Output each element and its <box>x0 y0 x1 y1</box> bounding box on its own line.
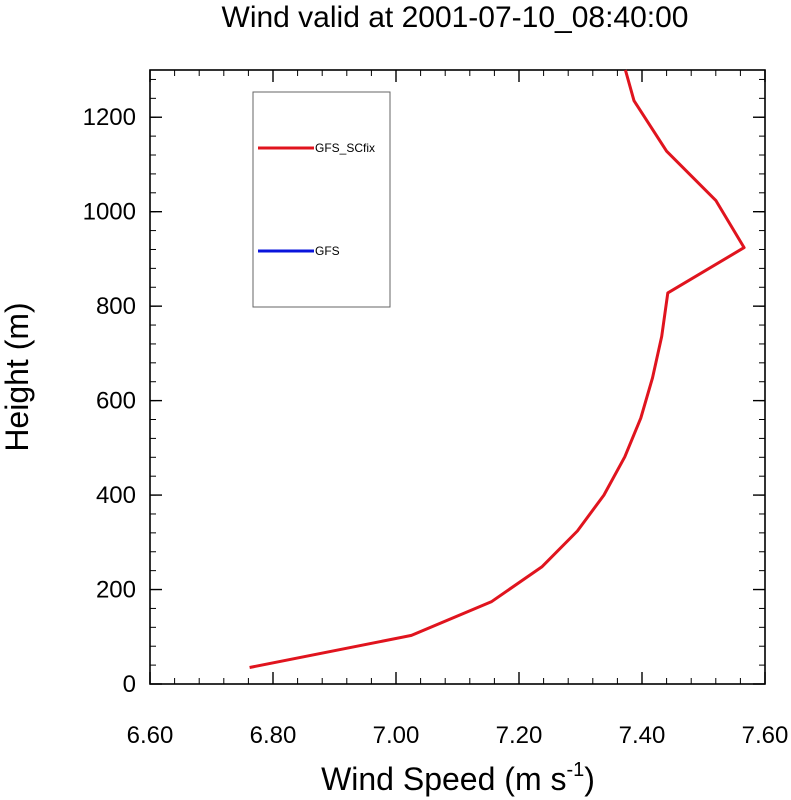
x-tick-labels: 6.60 6.80 7.00 7.20 7.40 7.60 <box>127 722 789 749</box>
y-tick-label: 800 <box>96 293 136 320</box>
y-tick-labels: 0 200 400 600 800 1000 1200 <box>83 104 136 698</box>
x-axis-label-main: Wind Speed (m s <box>321 761 566 797</box>
x-axis-label-superscript: -1 <box>566 759 584 781</box>
x-tick-label: 6.60 <box>127 722 174 749</box>
x-tick-label: 7.40 <box>619 722 666 749</box>
y-tick-label: 1000 <box>83 199 136 226</box>
y-tick-label: 600 <box>96 388 136 415</box>
legend-label-gfs: GFS <box>315 244 340 258</box>
y-axis-label: Height (m) <box>0 302 35 451</box>
y-tick-label: 1200 <box>83 104 136 131</box>
x-axis-label: Wind Speed (m s-1) <box>321 759 595 797</box>
legend: GFS_SCfix GFS <box>252 91 391 308</box>
chart-title: Wind valid at 2001-07-10_08:40:00 <box>222 1 689 34</box>
x-tick-label: 7.00 <box>373 722 420 749</box>
legend-label-gfs-scfix: GFS_SCfix <box>315 141 375 155</box>
legend-box <box>252 91 391 308</box>
y-tick-label: 200 <box>96 577 136 604</box>
x-tick-label: 6.80 <box>250 722 297 749</box>
plot-frame <box>149 69 766 685</box>
x-tick-label: 7.20 <box>496 722 543 749</box>
minor-ticks <box>149 70 766 685</box>
series-line-gfs-scfix <box>249 69 746 669</box>
major-ticks <box>149 70 766 685</box>
series-lines <box>249 69 746 669</box>
y-tick-label: 400 <box>96 482 136 509</box>
y-tick-label: 0 <box>123 671 136 698</box>
x-tick-label: 7.60 <box>742 722 789 749</box>
x-axis-label-end: ) <box>584 761 595 797</box>
